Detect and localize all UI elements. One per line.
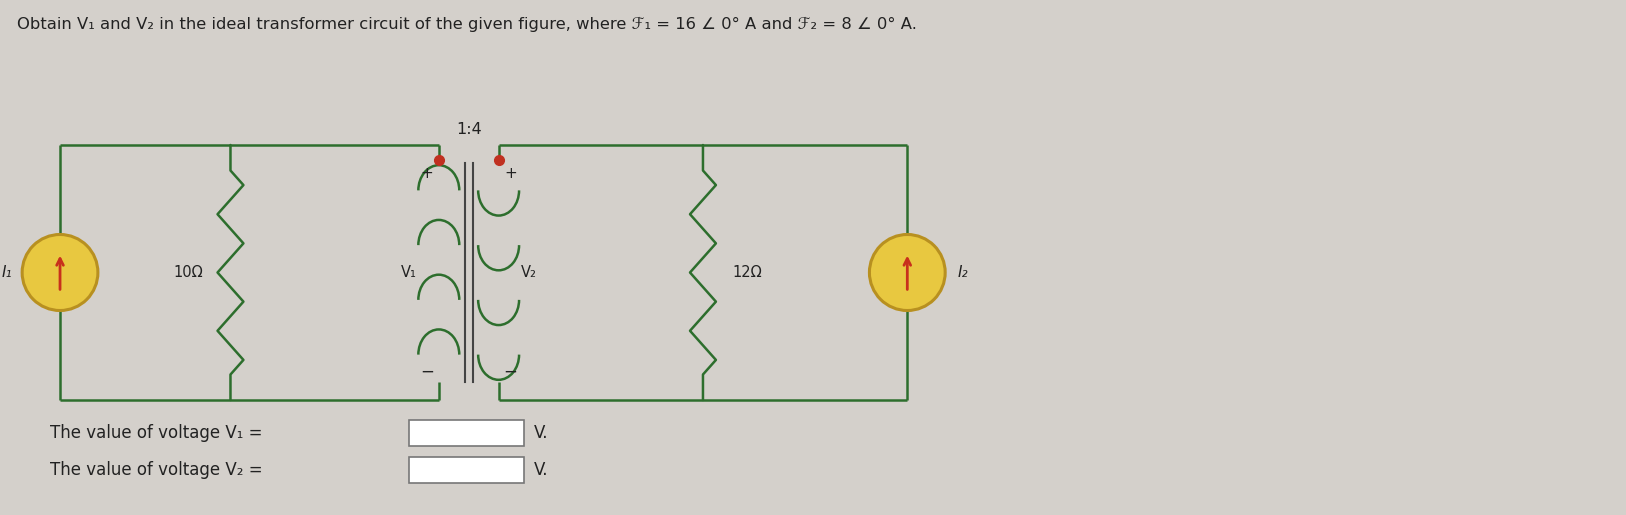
Text: The value of voltage V₁ =: The value of voltage V₁ = [50,424,262,442]
Text: V.: V. [533,461,548,479]
Text: +: + [504,165,517,180]
Bar [408,420,524,446]
Text: 10Ω: 10Ω [172,265,203,280]
Circle shape [23,234,98,311]
Text: I₂: I₂ [958,265,967,280]
Text: V₁: V₁ [402,265,416,280]
Text: V₂: V₂ [520,265,537,280]
Text: I₁: I₁ [2,265,11,280]
Text: 1:4: 1:4 [455,122,481,137]
Text: −: − [504,363,517,381]
Bar [408,457,524,483]
Circle shape [870,234,945,311]
Text: −: − [420,363,434,381]
Text: The value of voltage V₂ =: The value of voltage V₂ = [50,461,263,479]
Text: +: + [421,165,433,180]
Text: 12Ω: 12Ω [733,265,763,280]
Text: Obtain V₁ and V₂ in the ideal transformer circuit of the given figure, where ℱ₁ : Obtain V₁ and V₂ in the ideal transforme… [18,17,917,32]
Text: V.: V. [533,424,548,442]
